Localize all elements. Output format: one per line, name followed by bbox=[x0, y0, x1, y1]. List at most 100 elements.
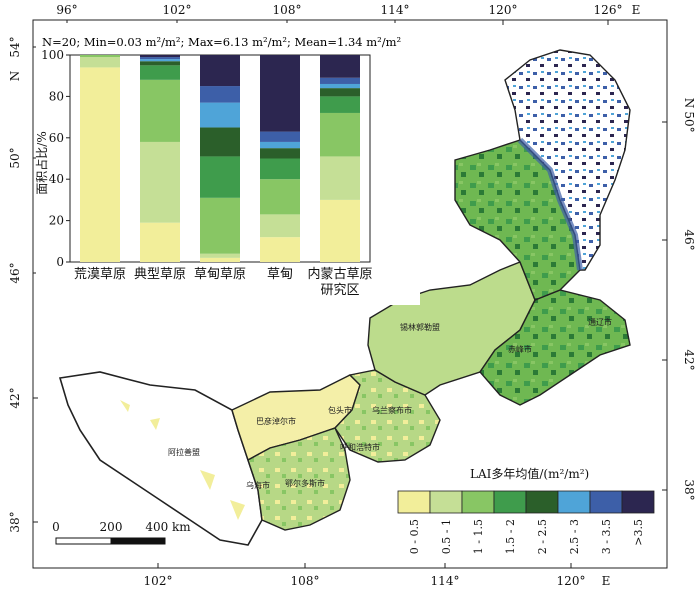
scale-bar: 0 200 400 km bbox=[52, 520, 191, 545]
bar-segment bbox=[260, 214, 300, 238]
place-label: 包头市 bbox=[328, 405, 352, 415]
inset-y-tick-label: 100 bbox=[41, 48, 64, 62]
legend-label: 2 - 2.5 bbox=[536, 519, 549, 554]
bar-segment bbox=[200, 253, 240, 258]
bar-segment bbox=[260, 131, 300, 142]
x-category-label: 典型草原 bbox=[134, 267, 186, 282]
bottom-east-label: E bbox=[602, 574, 611, 588]
legend-swatch bbox=[493, 490, 527, 514]
top-east-label: E bbox=[632, 3, 641, 17]
legend-swatch bbox=[621, 490, 655, 514]
top-tick-label: 96° bbox=[56, 3, 77, 17]
right-tick-label: 42° bbox=[682, 349, 696, 370]
scale-label: 0 bbox=[52, 520, 60, 534]
place-label: 锡林郭勒盟 bbox=[400, 322, 440, 332]
bar-segment bbox=[320, 83, 360, 89]
bar-segment bbox=[140, 61, 180, 66]
legend-label: >3.5 bbox=[632, 519, 645, 546]
right-north-label: N bbox=[682, 98, 696, 109]
region-alxa bbox=[58, 371, 263, 546]
top-tick-label: 120° bbox=[489, 3, 518, 17]
top-tick-label: 114° bbox=[381, 3, 410, 17]
bar-segment bbox=[320, 96, 360, 113]
bar-segment bbox=[80, 57, 120, 68]
left-tick-label: 42° bbox=[8, 387, 22, 408]
left-tick-label: 54° bbox=[8, 36, 22, 57]
left-tick-label: 46° bbox=[8, 262, 22, 283]
legend-swatch bbox=[589, 490, 623, 514]
bar-segment bbox=[200, 156, 240, 198]
legend-swatch bbox=[461, 490, 495, 514]
bar-segment bbox=[140, 79, 180, 142]
scale-bar-white bbox=[55, 537, 112, 545]
legend-label: 0.5 - 1 bbox=[440, 519, 453, 554]
bar-segment bbox=[80, 67, 120, 262]
inner-mongolia-map: 锡林郭勒盟 赤峰市 通辽市 乌兰察布市 包头市 巴彦淖尔市 呼和浩特市 阿拉善盟… bbox=[58, 49, 631, 546]
inset-y-tick-label: 0 bbox=[56, 255, 64, 269]
bar-segment bbox=[320, 156, 360, 200]
legend-swatch bbox=[429, 490, 463, 514]
bar-segment bbox=[80, 55, 120, 58]
bar-segment bbox=[140, 222, 180, 262]
right-axis-labels: N 50° 46° 42° 38° bbox=[682, 98, 696, 501]
bar-segment bbox=[140, 141, 180, 223]
legend-label: 1.5 - 2 bbox=[504, 519, 517, 554]
bar-segment bbox=[260, 237, 300, 262]
scale-bar-black bbox=[110, 537, 166, 545]
legend-swatch bbox=[557, 490, 591, 514]
bar-segment bbox=[260, 141, 300, 149]
bar-segment bbox=[200, 197, 240, 254]
left-north-label: N bbox=[8, 71, 22, 82]
forest-edge-band bbox=[517, 137, 583, 271]
bottom-axis-labels: 102° 108° 114° 120° E bbox=[144, 574, 611, 588]
map-frame bbox=[32, 19, 668, 569]
legend-label: 1 - 1.5 bbox=[472, 519, 485, 554]
place-label: 鄂尔多斯市 bbox=[285, 478, 325, 488]
bottom-tick-label: 114° bbox=[431, 574, 460, 588]
inset-y-tick-label: 20 bbox=[49, 214, 64, 228]
legend-swatch bbox=[397, 490, 431, 514]
top-tick-label: 108° bbox=[273, 3, 302, 17]
bar-segment bbox=[200, 102, 240, 128]
legend-label: 3 - 3.5 bbox=[600, 519, 613, 554]
top-axis-labels: 96° 102° 108° 114° 120° 126° E bbox=[56, 3, 640, 17]
x-category-label: 内蒙古草原 bbox=[307, 266, 372, 282]
left-tick-label: 50° bbox=[8, 147, 22, 168]
inset-y-axis-label: 面积占比/% bbox=[34, 131, 49, 194]
inset-stats-label: N=20; Min=0.03 m²/m²; Max=6.13 m²/m²; Me… bbox=[42, 35, 401, 49]
inset-y-tick-label: 60 bbox=[49, 131, 64, 145]
place-label: 乌海市 bbox=[246, 480, 270, 490]
bar-segment bbox=[200, 127, 240, 157]
bar-segment bbox=[320, 199, 360, 262]
top-tick-label: 126° bbox=[594, 3, 623, 17]
bar-segment bbox=[260, 148, 300, 159]
inset-y-ticks: 0 20 40 60 80 100 bbox=[41, 48, 70, 269]
x-category-label: 荒漠草原 bbox=[74, 267, 126, 282]
inset-bars bbox=[80, 55, 360, 262]
scale-label: 400 km bbox=[145, 520, 191, 534]
bar-segment bbox=[260, 179, 300, 215]
bar-segment bbox=[260, 158, 300, 180]
bottom-tick-label: 108° bbox=[291, 574, 320, 588]
left-tick-label: 38° bbox=[8, 511, 22, 532]
bar-segment bbox=[140, 55, 180, 58]
bar-segment bbox=[200, 55, 240, 87]
place-label: 赤峰市 bbox=[508, 344, 532, 354]
bar-segment bbox=[140, 59, 180, 62]
x-category-label: 研究区 bbox=[320, 283, 359, 298]
place-label: 乌兰察布市 bbox=[372, 405, 412, 415]
inset-chart: N=20; Min=0.03 m²/m²; Max=6.13 m²/m²; Me… bbox=[34, 23, 420, 305]
inset-y-tick-label: 80 bbox=[49, 89, 64, 103]
bar-segment bbox=[260, 55, 300, 132]
bar-segment bbox=[200, 86, 240, 103]
bar-segment bbox=[320, 112, 360, 157]
place-label: 呼和浩特市 bbox=[340, 442, 380, 452]
bar-segment bbox=[320, 88, 360, 97]
legend-label: 0 - 0.5 bbox=[408, 519, 421, 554]
inset-y-tick-label: 40 bbox=[49, 172, 64, 186]
region-ordos bbox=[247, 427, 351, 531]
right-tick-label: 46° bbox=[682, 229, 696, 250]
right-tick-label: 38° bbox=[682, 479, 696, 500]
legend-swatch bbox=[525, 490, 559, 514]
